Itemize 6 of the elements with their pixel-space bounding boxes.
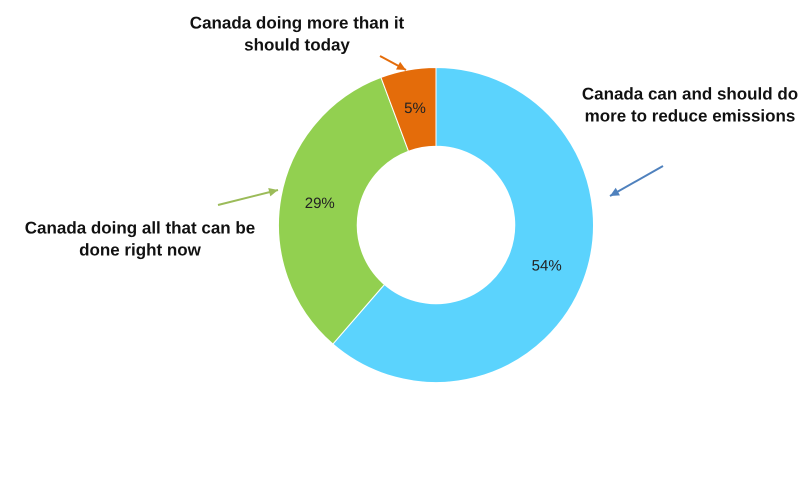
data-label: 5%	[404, 100, 426, 117]
slice-label: Canada doing all that can be done right now	[24, 218, 256, 260]
slice-label: Canada can and should do more to reduce emissions	[582, 84, 798, 126]
data-label: 29%	[304, 195, 335, 212]
data-label: 54%	[532, 257, 562, 274]
slice-label: Canada doing more than it should today	[190, 14, 405, 55]
